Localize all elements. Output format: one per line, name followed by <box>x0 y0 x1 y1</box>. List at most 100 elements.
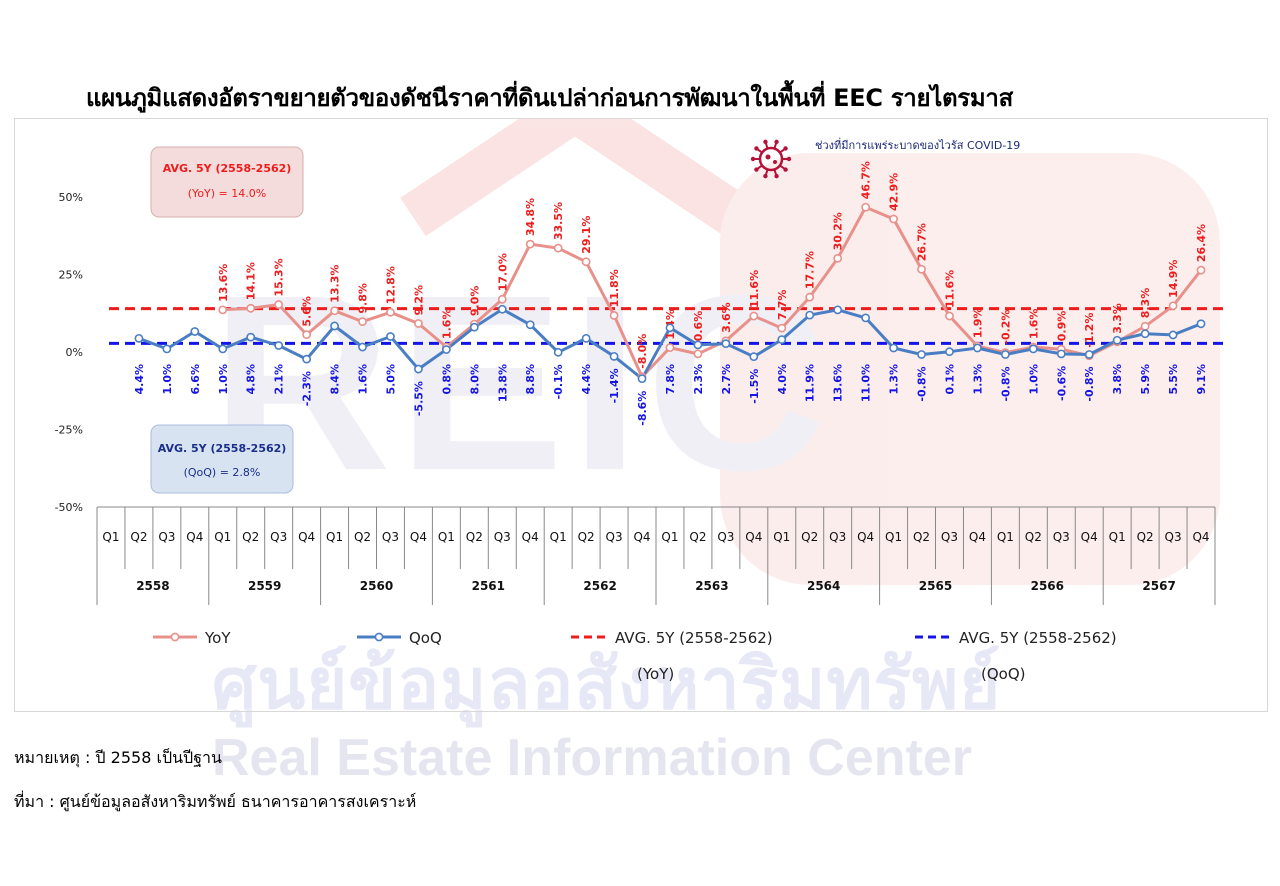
qoq-point <box>497 304 507 314</box>
qoq-point <box>302 354 312 364</box>
quarter-label: Q2 <box>242 530 259 544</box>
y-tick-label: -25% <box>55 424 83 437</box>
quarter-label: Q3 <box>158 530 175 544</box>
yoy-point <box>386 307 395 317</box>
yoy-point <box>1140 321 1150 331</box>
quarter-label: Q1 <box>997 530 1014 544</box>
qoq-data-label: -0.6% <box>1055 366 1068 401</box>
yoy-data-label: 1.6% <box>440 309 453 340</box>
yoy-point <box>246 303 256 313</box>
quarter-label: Q1 <box>438 530 455 544</box>
qoq-point <box>162 344 172 354</box>
logo-letters: REIC <box>211 243 832 522</box>
virus-spike-tip <box>774 173 779 179</box>
year-label: 2564 <box>807 579 840 593</box>
virus-body <box>758 146 784 172</box>
yoy-data-label: 11.6% <box>943 270 956 308</box>
yoy-point <box>917 264 926 274</box>
qoq-data-label: 7.8% <box>664 364 677 395</box>
qoq-point <box>386 332 395 341</box>
yoy-point <box>861 202 871 212</box>
yoy-series-line <box>222 205 1203 379</box>
footnote: หมายเหตุ : ปี 2558 เป็นปีฐาน <box>14 748 222 767</box>
legend-avg-qoq-label: AVG. 5Y (2558-2562) <box>959 629 1117 647</box>
legend-yoy-label: YoY <box>204 629 231 647</box>
virus-dot <box>773 160 777 164</box>
qoq-data-label: 1.3% <box>888 364 901 395</box>
qoq-point <box>805 310 815 320</box>
yoy-data-label: 17.7% <box>804 251 817 289</box>
yoy-data-label: 34.8% <box>524 198 537 236</box>
yoy-data-label: 13.6% <box>217 264 230 302</box>
legend-yoy-marker <box>170 632 180 642</box>
chart-title: แผนภูมิแสดงอัตราขยายตัวของดัชนีราคาที่ดิ… <box>86 84 1013 112</box>
yoy-data-label: 33.5% <box>552 202 565 240</box>
qoq-data-label: 6.6% <box>189 364 202 395</box>
quarter-label: Q1 <box>102 530 119 544</box>
qoq-point <box>637 374 647 384</box>
year-label: 2567 <box>1142 579 1175 593</box>
avg-qoq-box <box>150 424 294 494</box>
qoq-point <box>469 322 479 332</box>
quarter-label: Q2 <box>578 530 595 544</box>
yoy-point <box>553 243 563 253</box>
qoq-point <box>749 352 759 362</box>
yoy-data-label: 3.6% <box>720 302 733 333</box>
avg-yoy-box-line1: AVG. 5Y (2558-2562) <box>163 162 292 175</box>
yoy-data-label: -0.6% <box>692 311 705 346</box>
yoy-point <box>330 306 339 316</box>
yoy-data-label: 8.3% <box>1139 288 1152 319</box>
yoy-point <box>609 311 619 320</box>
virus-spike-tip <box>750 156 756 162</box>
quarter-label: Q2 <box>354 530 371 544</box>
qoq-data-label: 0.8% <box>440 364 453 395</box>
y-tick-label: -50% <box>55 501 83 514</box>
qoq-point <box>693 340 703 350</box>
yoy-point <box>358 317 367 327</box>
qoq-data-label: 1.6% <box>357 364 370 395</box>
chart-svg: REIC 50% 25% 0% -25% -50% Q1 Q2 Q3 Q4 Q1 Q2 Q3 Q4 Q1 Q2… <box>55 119 1223 683</box>
yoy-point <box>497 294 507 304</box>
quarter-label: Q3 <box>1165 530 1182 544</box>
quarter-label: Q1 <box>773 530 790 544</box>
qoq-point <box>973 343 982 353</box>
qoq-data-label: -0.1% <box>552 364 565 399</box>
qoq-point <box>330 321 339 331</box>
quarter-label: Q1 <box>661 530 678 544</box>
qoq-data-label: -8.6% <box>636 391 649 426</box>
y-tick-label: 25% <box>59 269 83 282</box>
virus-spike-tip <box>786 156 792 162</box>
qoq-point <box>190 327 200 336</box>
yoy-data-label: 1.6% <box>1027 309 1040 340</box>
yoy-point <box>833 253 843 263</box>
quarter-label: Q1 <box>1109 530 1126 544</box>
yoy-point <box>1196 265 1206 275</box>
qoq-data-label: -0.8% <box>916 366 929 401</box>
qoq-point <box>833 305 843 315</box>
qoq-data-label: 13.6% <box>832 364 845 402</box>
qoq-data-label: 4.8% <box>245 364 258 395</box>
qoq-data-label: 2.3% <box>692 364 705 395</box>
yoy-data-label: 12.8% <box>384 266 397 304</box>
quarter-label: Q1 <box>885 530 902 544</box>
yoy-point <box>749 311 759 321</box>
quarter-label: Q3 <box>941 530 958 544</box>
yoy-data-label: 26.4% <box>1195 224 1208 262</box>
qoq-data-label: 11.0% <box>860 364 873 402</box>
yoy-data-label: 29.1% <box>580 216 593 254</box>
quarter-label: Q4 <box>633 530 650 544</box>
legend-avg-qoq-sub: (QoQ) <box>981 665 1026 683</box>
qoq-point <box>525 320 535 330</box>
qoq-point <box>441 345 451 354</box>
yoy-data-label: 30.2% <box>832 212 845 250</box>
qoq-point <box>1140 329 1150 339</box>
qoq-point <box>1000 350 1010 359</box>
yoy-data-label: 11.6% <box>748 270 761 308</box>
quarter-label: Q1 <box>214 530 231 544</box>
year-label: 2565 <box>919 579 952 593</box>
year-label: 2566 <box>1031 579 1064 593</box>
quarter-label: Q3 <box>270 530 287 544</box>
qoq-data-label: -5.5% <box>412 381 425 416</box>
virus-spike-tip <box>754 146 759 151</box>
qoq-point <box>553 347 563 357</box>
